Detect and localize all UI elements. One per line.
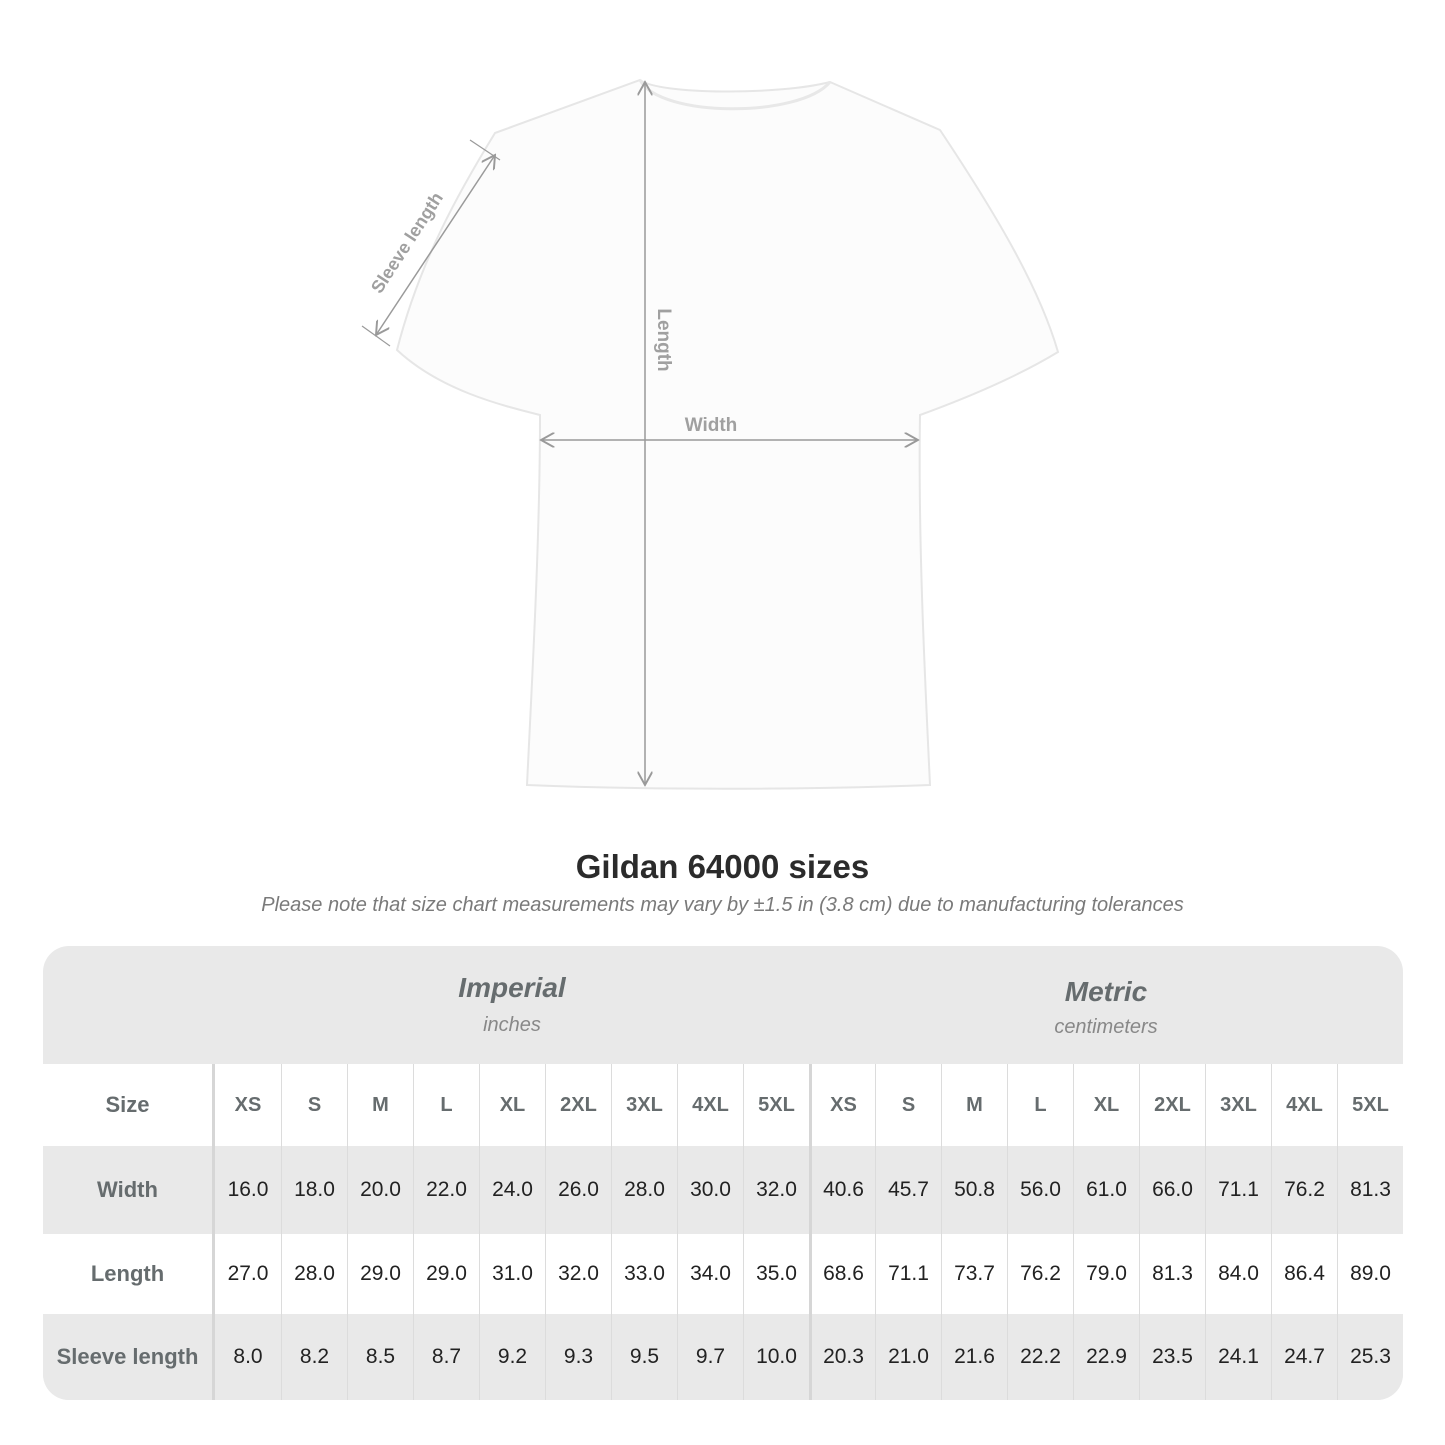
table-row: Sleeve length 8.0 8.2 8.5 8.7 9.2 9.3 9.5 9.7 10.… (43, 1314, 1403, 1400)
imperial-unit: inches (483, 1014, 541, 1036)
imperial-value-cell: 30.0 (677, 1146, 743, 1234)
imperial-value-cell: 32.0 (743, 1146, 809, 1234)
imperial-size-header: 2XL (545, 1064, 611, 1146)
imperial-size-header: XS (234, 1093, 262, 1116)
imperial-value-cell: 10.0 (743, 1314, 809, 1400)
metric-value-cell: 86.4 (1271, 1234, 1337, 1314)
size-header-row: Size XS S M L XL 2XL 3XL 4XL 5XL XS S M L XL 2XL 3XL 4XL 5… (43, 1064, 1403, 1146)
length-label: Length (653, 308, 674, 371)
metric-size-header: L (1007, 1064, 1073, 1146)
imperial-value-cell: 32.0 (545, 1234, 611, 1314)
imperial-value-cell: 9.7 (677, 1314, 743, 1400)
metric-value-cell: 23.5 (1139, 1314, 1205, 1400)
imperial-value-cell: 8.2 (281, 1314, 347, 1400)
metric-value-cell: 24.7 (1271, 1314, 1337, 1400)
imperial-value-cell: 28.0 (281, 1234, 347, 1314)
metric-size-header: M (941, 1064, 1007, 1146)
metric-value-cell: 76.2 (1271, 1146, 1337, 1234)
imperial-size-header: L (413, 1064, 479, 1146)
row-label: Length (43, 1234, 215, 1314)
imperial-title: Imperial (458, 972, 566, 1003)
metric-size-header: 2XL (1139, 1064, 1205, 1146)
imperial-value-cell: 28.0 (611, 1146, 677, 1234)
imperial-value-cell: 22.0 (413, 1146, 479, 1234)
imperial-value-cell: 33.0 (611, 1234, 677, 1314)
imperial-value-cell: 8.5 (347, 1314, 413, 1400)
table-row: Length 27.0 28.0 29.0 29.0 31.0 32.0 33.0 34.0 35… (43, 1234, 1403, 1314)
imperial-value-cell: 18.0 (281, 1146, 347, 1234)
width-label: Width (685, 415, 738, 436)
tshirt-diagram: Sleeve length Length Width (361, 78, 1060, 790)
metric-value-cell: 21.6 (941, 1314, 1007, 1400)
size-table: Imperial inches Metric centimeters Size X… (43, 946, 1403, 1400)
metric-value-cell: 81.3 (1337, 1146, 1403, 1234)
imperial-value-cell: 20.0 (347, 1146, 413, 1234)
metric-size-header: XS (809, 1064, 875, 1146)
metric-value-cell: 81.3 (1139, 1234, 1205, 1314)
row-label: Width (43, 1146, 215, 1234)
metric-size-header: 3XL (1205, 1064, 1271, 1146)
metric-value-cell: 25.3 (1337, 1314, 1403, 1400)
metric-value-cell: 71.1 (1205, 1146, 1271, 1234)
metric-value-cell: 79.0 (1073, 1234, 1139, 1314)
imperial-value-cell: 26.0 (545, 1146, 611, 1234)
imperial-size-header: 4XL (677, 1064, 743, 1146)
imperial-value-cell: 24.0 (479, 1146, 545, 1234)
sleeve-measure-line (376, 155, 495, 335)
tolerance-note: Please note that size chart measurements… (261, 894, 1184, 916)
metric-value-cell: 89.0 (1337, 1234, 1403, 1314)
table-row: Width 16.0 18.0 20.0 22.0 24.0 26.0 28.0 30.0 32.… (43, 1146, 1403, 1234)
imperial-size-header: XL (479, 1064, 545, 1146)
imperial-value-cell: 9.5 (611, 1314, 677, 1400)
row-label: Size (43, 1064, 215, 1146)
metric-value-cell: 56.0 (1007, 1146, 1073, 1234)
imperial-value-cell: 9.3 (545, 1314, 611, 1400)
metric-value-cell: 22.2 (1007, 1314, 1073, 1400)
metric-value-cell: 24.1 (1205, 1314, 1271, 1400)
imperial-value-cell: 29.0 (413, 1234, 479, 1314)
metric-value-cell: 68.6 (809, 1234, 875, 1314)
metric-value-cell: 20.3 (809, 1314, 875, 1400)
metric-size-header: S (875, 1064, 941, 1146)
imperial-value-cell: 35.0 (743, 1234, 809, 1314)
metric-size-header: 4XL (1271, 1064, 1337, 1146)
metric-header: Metric centimeters (809, 946, 1403, 1064)
metric-value-cell: 45.7 (875, 1146, 941, 1234)
imperial-size-header: 3XL (611, 1064, 677, 1146)
metric-value-cell: 21.0 (875, 1314, 941, 1400)
metric-value-cell: 84.0 (1205, 1234, 1271, 1314)
imperial-value-cell: 16.0 (227, 1178, 269, 1201)
metric-value-cell: 76.2 (1007, 1234, 1073, 1314)
metric-size-header: XL (1073, 1064, 1139, 1146)
metric-value-cell: 50.8 (941, 1146, 1007, 1234)
metric-value-cell: 73.7 (941, 1234, 1007, 1314)
metric-value-cell: 66.0 (1139, 1146, 1205, 1234)
metric-unit: centimeters (1054, 1016, 1158, 1038)
metric-size-header: 5XL (1337, 1064, 1403, 1146)
imperial-size-header: M (347, 1064, 413, 1146)
metric-value-cell: 40.6 (809, 1146, 875, 1234)
imperial-value-cell: 27.0 (227, 1262, 269, 1285)
imperial-size-header: 5XL (743, 1064, 809, 1146)
page-title: Gildan 64000 sizes (575, 848, 870, 885)
metric-title: Metric (1064, 976, 1148, 1007)
metric-value-cell: 61.0 (1073, 1146, 1139, 1234)
metric-value-cell: 22.9 (1073, 1314, 1139, 1400)
imperial-value-cell: 31.0 (479, 1234, 545, 1314)
imperial-value-cell: 8.7 (413, 1314, 479, 1400)
imperial-value-cell: 34.0 (677, 1234, 743, 1314)
imperial-size-header: S (281, 1064, 347, 1146)
imperial-header: Imperial inches (215, 946, 809, 1064)
imperial-value-cell: 8.0 (233, 1345, 263, 1368)
metric-value-cell: 71.1 (875, 1234, 941, 1314)
imperial-value-cell: 9.2 (479, 1314, 545, 1400)
row-label: Sleeve length (43, 1314, 215, 1400)
imperial-value-cell: 29.0 (347, 1234, 413, 1314)
